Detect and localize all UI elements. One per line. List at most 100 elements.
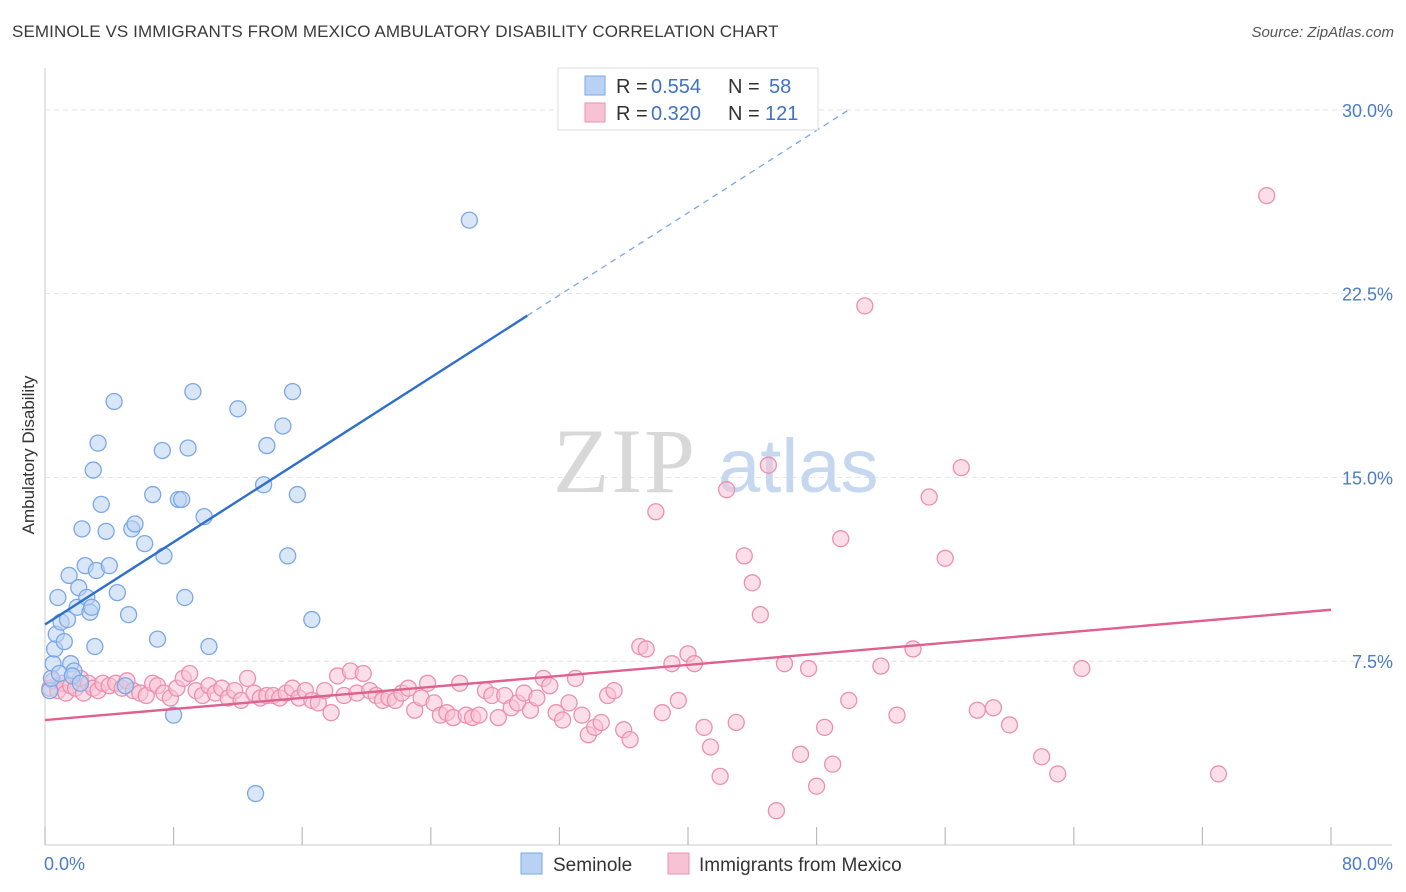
mexico-point-112 bbox=[767, 802, 786, 820]
mexico-point-125 bbox=[920, 488, 938, 506]
mexico-point-96 bbox=[637, 640, 655, 658]
seminole-point-56 bbox=[116, 677, 135, 695]
trend-lines bbox=[44, 109, 1332, 722]
seminole-point-4 bbox=[49, 588, 67, 607]
legend-swatch-mexico bbox=[584, 102, 606, 123]
y-axis-label: Ambulatory Disability bbox=[19, 375, 38, 534]
seminole-point-24 bbox=[100, 556, 118, 575]
axes bbox=[44, 68, 1392, 846]
mexico-point-71 bbox=[470, 706, 488, 724]
mexico-point-103 bbox=[695, 718, 713, 737]
y-tick-label-1: 15.0% bbox=[1342, 468, 1393, 488]
seminole-point-31 bbox=[144, 485, 162, 504]
seminole-point-57 bbox=[71, 674, 90, 692]
x-tick-label-1: 80.0% bbox=[1342, 854, 1393, 874]
seminole-point-39 bbox=[179, 439, 197, 457]
mexico-point-134 bbox=[1209, 765, 1228, 783]
chart-title: SEMINOLE VS IMMIGRANTS FROM MEXICO AMBUL… bbox=[12, 22, 779, 41]
mexico-point-123 bbox=[888, 706, 906, 724]
y-tick-label-2: 22.5% bbox=[1342, 285, 1393, 305]
mexico-point-110 bbox=[751, 606, 769, 624]
mexico-point-35 bbox=[238, 669, 257, 688]
seminole-point-43 bbox=[229, 400, 247, 418]
seminole-point-8 bbox=[60, 566, 78, 585]
mexico-point-122 bbox=[872, 657, 890, 675]
mexico-point-117 bbox=[815, 718, 834, 737]
mexico-point-97 bbox=[647, 503, 665, 521]
watermark: ZIP atlas bbox=[553, 410, 879, 512]
seminole-point-52 bbox=[460, 211, 479, 229]
mexico-point-116 bbox=[807, 777, 826, 795]
legend-bottom: Seminole Immigrants from Mexico bbox=[520, 852, 902, 876]
legend-r-label-0: R = bbox=[616, 76, 648, 98]
mexico-point-99 bbox=[663, 655, 681, 673]
seminole-point-23 bbox=[97, 522, 115, 540]
tick-labels: 7.5% 15.0% 22.5% 30.0% 0.0% 80.0% bbox=[44, 101, 1393, 874]
x-tick-label-0: 0.0% bbox=[44, 854, 85, 874]
mexico-point-132 bbox=[1049, 765, 1067, 783]
mexico-point-111 bbox=[759, 456, 778, 474]
legend-r-value-1: 0.320 bbox=[651, 103, 701, 125]
seminole-point-50 bbox=[288, 485, 307, 504]
mexico-point-48 bbox=[322, 704, 340, 722]
seminole-point-32 bbox=[148, 630, 167, 648]
mexico-point-53 bbox=[354, 664, 372, 683]
seminole-point-21 bbox=[89, 434, 107, 452]
mexico-point-133 bbox=[1073, 659, 1091, 678]
mexico-point-84 bbox=[553, 711, 572, 729]
seminole-point-18 bbox=[84, 461, 102, 479]
mexico-point-107 bbox=[727, 713, 745, 732]
legend-r-label-1: R = bbox=[616, 103, 648, 125]
seminole-point-19 bbox=[86, 637, 104, 656]
grid-lines bbox=[45, 109, 1392, 662]
seminole-point-29 bbox=[126, 515, 144, 533]
mexico-point-126 bbox=[936, 549, 954, 567]
mexico-point-94 bbox=[621, 730, 639, 749]
mexico-point-109 bbox=[743, 574, 761, 592]
seminole-point-33 bbox=[153, 441, 171, 460]
mexico-point-98 bbox=[653, 704, 671, 722]
seminole-point-35 bbox=[164, 706, 183, 724]
chart-source: Source: ZipAtlas.com bbox=[1251, 24, 1394, 41]
mexico-point-74 bbox=[489, 708, 507, 727]
mexico-point-87 bbox=[573, 706, 591, 724]
mexico-trend-line bbox=[44, 608, 1332, 722]
mexico-point-129 bbox=[984, 699, 1003, 717]
data-points bbox=[41, 186, 1276, 820]
seminole-point-38 bbox=[176, 588, 194, 607]
legend-top: R = 0.554 N = 58 R = 0.320 N = 121 bbox=[557, 67, 819, 131]
mexico-point-115 bbox=[799, 659, 818, 678]
seminole-trend-line bbox=[44, 314, 528, 626]
mexico-point-80 bbox=[528, 689, 546, 707]
legend-bottom-label-mexico: Immigrants from Mexico bbox=[699, 855, 902, 876]
seminole-point-46 bbox=[258, 436, 276, 455]
mexico-point-118 bbox=[824, 755, 842, 773]
mexico-point-128 bbox=[968, 701, 986, 719]
seminole-point-47 bbox=[274, 417, 292, 435]
mexico-point-130 bbox=[1000, 716, 1019, 734]
seminole-point-44 bbox=[246, 784, 265, 803]
seminole-point-30 bbox=[136, 534, 154, 553]
mexico-point-82 bbox=[541, 677, 559, 695]
seminole-point-13 bbox=[73, 520, 91, 538]
legend-bottom-label-seminole: Seminole bbox=[553, 855, 632, 876]
seminole-point-6 bbox=[55, 632, 73, 651]
legend-n-label-1: N = bbox=[728, 103, 760, 125]
seminole-point-51 bbox=[303, 610, 321, 629]
legend-swatch-seminole bbox=[584, 75, 606, 96]
mexico-point-124 bbox=[904, 640, 922, 658]
watermark-atlas: atlas bbox=[718, 424, 879, 509]
seminole-point-22 bbox=[92, 495, 110, 514]
seminole-point-42 bbox=[200, 637, 218, 656]
mexico-point-119 bbox=[832, 530, 850, 548]
seminole-point-49 bbox=[283, 383, 302, 401]
y-tick-label-3: 30.0% bbox=[1342, 101, 1393, 121]
seminole-trend-extension bbox=[526, 109, 850, 317]
legend-n-value-1: 121 bbox=[765, 103, 798, 125]
legend-n-label-0: N = bbox=[728, 76, 760, 98]
seminole-point-17 bbox=[82, 598, 101, 616]
seminole-point-48 bbox=[279, 547, 297, 565]
legend-bottom-swatch-mexico bbox=[667, 852, 690, 875]
mexico-point-108 bbox=[735, 547, 753, 565]
